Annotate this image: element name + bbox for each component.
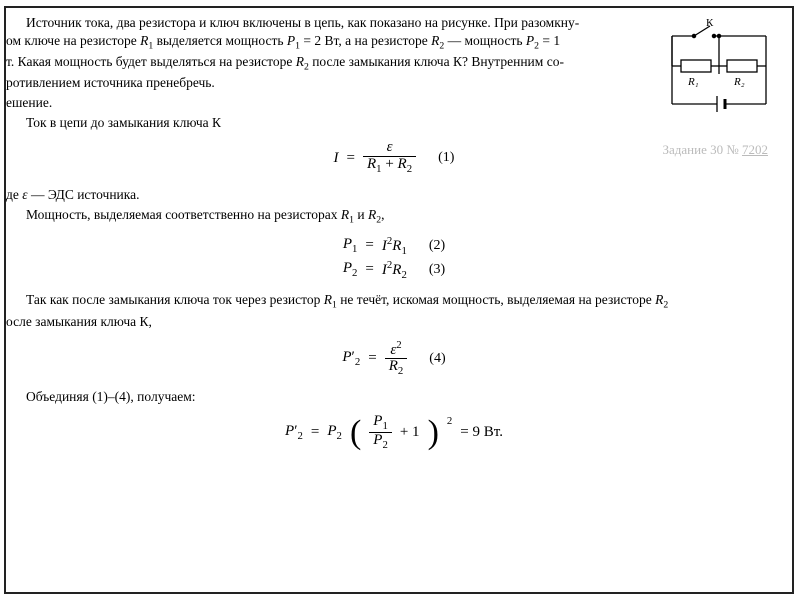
text: = 2 Вт, а на резисторе [300, 33, 431, 48]
text: де [6, 187, 22, 202]
var: P [343, 260, 352, 276]
eq-num: ε [383, 140, 397, 156]
eq-tag: (1) [438, 150, 454, 166]
var: P [285, 423, 294, 439]
problem-paragraph: Источник тока, два резистора и ключ вклю… [6, 14, 632, 92]
text: после замыкания ключа К? Внутренним со- [309, 54, 564, 69]
text: ротивлением источника пренебречь. [6, 75, 215, 90]
solution-line: де ε — ЭДС источника. [6, 186, 774, 204]
var-r: R [296, 54, 304, 69]
sub: 2 [382, 439, 387, 451]
text: — ЭДС источника. [28, 187, 140, 202]
text: = 1 [539, 33, 560, 48]
task-ref-number: 7202 [742, 142, 768, 157]
task-reference: Задание 30 № 7202 [662, 142, 768, 158]
text: Источник тока, два резистора и ключ вклю… [26, 15, 579, 30]
text: т. Какая мощность будет выделяться на ре… [6, 54, 296, 69]
sub: 2 [663, 299, 668, 310]
text: — мощность [444, 33, 526, 48]
eq-tag: (3) [429, 262, 445, 278]
sub: 2 [337, 430, 342, 442]
text: ом ключе на резисторе [6, 33, 140, 48]
sub: 2 [352, 267, 357, 279]
sup: 2 [396, 339, 401, 351]
circuit-diagram: К R₁ R₂ [664, 16, 774, 116]
fraction: P1 P2 [369, 414, 392, 452]
circuit-svg: К R₁ R₂ [664, 16, 774, 116]
sub: 2 [398, 365, 403, 377]
fraction: ε2 R2 [385, 340, 408, 378]
result: = 9 Вт. [460, 424, 503, 441]
solution-heading: ешение. [6, 94, 774, 112]
var: P [343, 236, 352, 252]
switch-label: К [706, 17, 714, 29]
sub: 1 [376, 163, 381, 175]
eq-tag: (4) [429, 351, 445, 367]
var: P [327, 423, 336, 439]
equation-4: P′2 = ε2 R2 (4) [6, 340, 782, 378]
sub: 1 [382, 420, 387, 432]
var: R [368, 207, 376, 222]
var: R [398, 156, 407, 172]
solution-line: Ток в цепи до замыкания ключа К [6, 114, 774, 132]
r1-label: R₁ [687, 76, 699, 88]
var-p: P [287, 33, 295, 48]
fraction: ε R1 + R2 [363, 140, 416, 175]
text: , [381, 207, 384, 222]
sub: 2 [297, 430, 302, 442]
problem-box: Источник тока, два резистора и ключ вклю… [4, 6, 794, 594]
var-p: P [526, 33, 534, 48]
sub: 2 [355, 356, 360, 368]
var: R [341, 207, 349, 222]
eq-lhs: I [334, 150, 339, 167]
text: Мощность, выделяемая соответственно на р… [26, 207, 341, 222]
plus-one: + 1 [400, 424, 420, 441]
sub: 1 [401, 245, 406, 257]
var: R [324, 292, 332, 307]
slide: Источник тока, два резистора и ключ вклю… [0, 0, 800, 600]
text: Так как после замыкания ключа ток через … [26, 292, 324, 307]
eq-tag: (2) [429, 238, 445, 254]
content: Источник тока, два резистора и ключ вклю… [6, 14, 782, 452]
solution-line: Мощность, выделяемая соответственно на р… [6, 206, 774, 227]
sub: 2 [407, 163, 412, 175]
r2-label: R₂ [733, 76, 745, 88]
task-ref-label: Задание 30 № [662, 142, 742, 157]
var: P [342, 349, 351, 365]
var: R [367, 156, 376, 172]
solution-line: осле замыкания ключа К, [6, 313, 774, 331]
equation-final: P′2 = P2 ( P1 P2 + 1 )2 = 9 Вт. [6, 414, 782, 452]
text: не течёт, искомая мощность, выделяемая н… [337, 292, 655, 307]
equations-2-3: P1 = I2R1 (2) P2 = I2R2 (3) [6, 235, 782, 281]
sub: 2 [401, 269, 406, 281]
var: R [389, 358, 398, 374]
sub: 1 [352, 243, 357, 255]
text: и [354, 207, 368, 222]
solution-line: Объединяя (1)–(4), получаем: [6, 388, 774, 406]
sup: 2 [447, 415, 452, 427]
text: выделяется мощность [153, 33, 287, 48]
solution-line: Так как после замыкания ключа ток через … [6, 291, 774, 312]
